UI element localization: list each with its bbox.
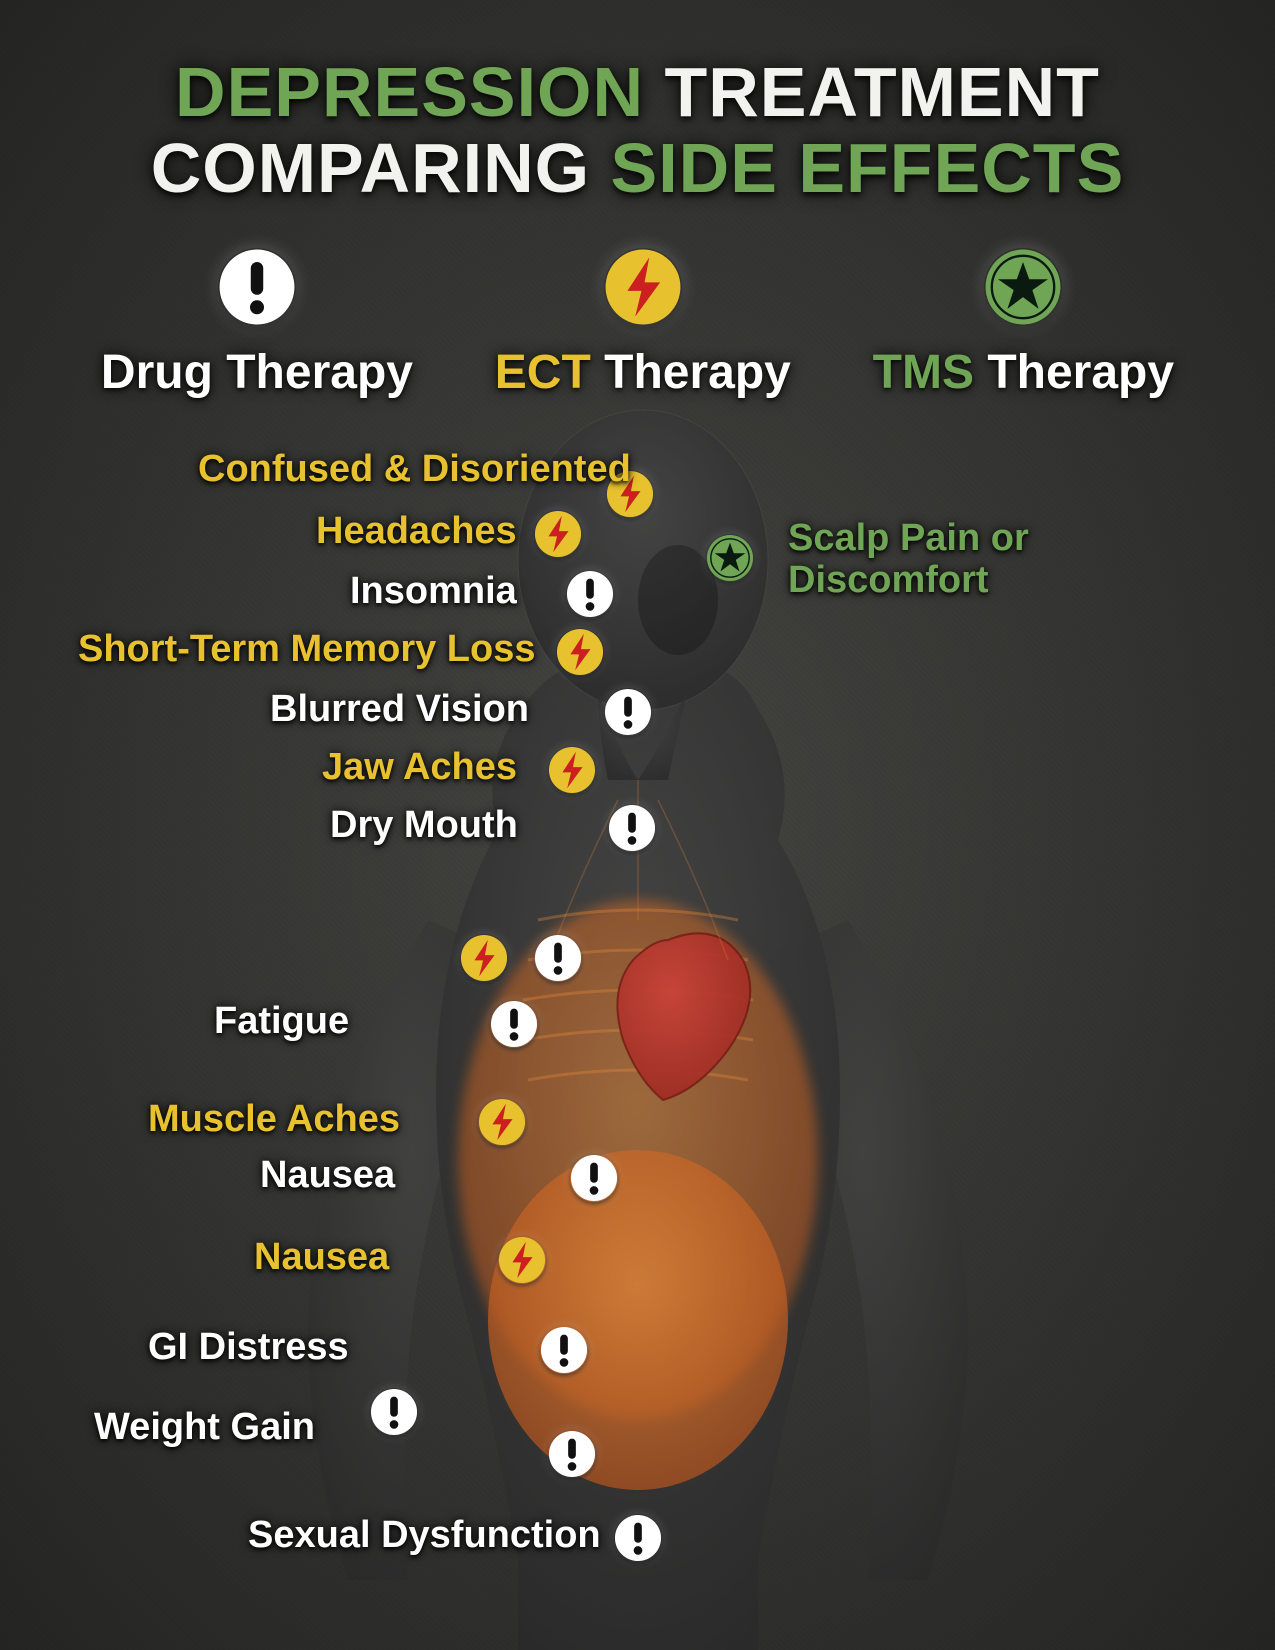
side-effect-headaches: Headaches (316, 510, 517, 553)
side-effect-sexual: Sexual Dysfunction (248, 1514, 601, 1557)
drug-icon (604, 688, 652, 736)
legend-ect: ECT Therapy (495, 248, 791, 400)
bolt-icon (604, 248, 682, 326)
tms-icon (706, 534, 754, 582)
ect-icon (556, 628, 604, 676)
side-effect-label: GI Distress (148, 1326, 349, 1369)
page-title: DEPRESSION TREATMENT COMPARING SIDE EFFE… (0, 0, 1275, 206)
side-effect-memory: Short-Term Memory Loss (78, 628, 535, 671)
legend-tms: TMS Therapy (873, 248, 1174, 400)
side-effect-label: Dry Mouth (330, 804, 518, 847)
side-effect-label: Confused & Disoriented (198, 448, 631, 491)
side-effect-drymouth: Dry Mouth (330, 804, 518, 847)
title-word-1: DEPRESSION (175, 53, 644, 131)
side-effect-nausea_e: Nausea (254, 1236, 389, 1279)
drug-icon (548, 1430, 596, 1478)
legend-ect-b: Therapy (604, 346, 791, 399)
side-effect-fatigue: Fatigue (214, 1000, 349, 1043)
side-effect-label: Insomnia (350, 570, 517, 613)
side-effect-label: Muscle Aches (148, 1098, 400, 1141)
side-effect-muscle: Muscle Aches (148, 1098, 400, 1141)
side-effect-insomnia: Insomnia (350, 570, 517, 613)
ect-icon (478, 1098, 526, 1146)
legend-drug: Drug Therapy (101, 248, 413, 400)
side-effect-label: Weight Gain (94, 1406, 315, 1449)
side-effect-label: Nausea (260, 1154, 395, 1197)
legend-tms-a: TMS (873, 346, 974, 399)
side-effect-gi: GI Distress (148, 1326, 349, 1369)
legend-drug-a: Drug (101, 346, 213, 399)
title-word-3: COMPARING (151, 129, 590, 207)
side-effect-blurred: Blurred Vision (270, 688, 529, 731)
legend-tms-b: Therapy (987, 346, 1174, 399)
side-effect-label: Short-Term Memory Loss (78, 628, 535, 671)
legend-row: Drug Therapy ECT Therapy TMS Therapy (60, 248, 1215, 400)
drug-icon (614, 1514, 662, 1562)
side-effect-nausea_d: Nausea (260, 1154, 395, 1197)
ect-icon (548, 746, 596, 794)
drug-icon (370, 1388, 418, 1436)
side-effect-label: Headaches (316, 510, 517, 553)
ect-icon (534, 510, 582, 558)
side-effect-weight_lbl: Weight Gain (94, 1406, 315, 1449)
ect-icon (460, 934, 508, 982)
diagram-area: Confused & Disoriented Headaches Insomni… (0, 430, 1275, 1650)
side-effect-label: Fatigue (214, 1000, 349, 1043)
legend-drug-b: Therapy (226, 346, 413, 399)
side-effect-label: Blurred Vision (270, 688, 529, 731)
drug-icon (566, 570, 614, 618)
side-effect-scalp: Scalp Pain orDiscomfort (788, 518, 1029, 602)
title-word-2: TREATMENT (665, 53, 1100, 131)
side-effect-confused: Confused & Disoriented (198, 448, 631, 491)
drug-icon (540, 1326, 588, 1374)
side-effect-label: Jaw Aches (322, 746, 517, 789)
star-icon (984, 248, 1062, 326)
exclaim-icon (218, 248, 296, 326)
side-effect-jaw: Jaw Aches (322, 746, 517, 789)
drug-icon (570, 1154, 618, 1202)
legend-ect-a: ECT (495, 346, 591, 399)
drug-icon (534, 934, 582, 982)
side-effect-label: Nausea (254, 1236, 389, 1279)
side-effect-label: Sexual Dysfunction (248, 1514, 601, 1557)
side-effect-label: Scalp Pain orDiscomfort (788, 518, 1029, 602)
drug-icon (490, 1000, 538, 1048)
title-word-4: SIDE EFFECTS (611, 129, 1125, 207)
drug-icon (608, 804, 656, 852)
ect-icon (498, 1236, 546, 1284)
